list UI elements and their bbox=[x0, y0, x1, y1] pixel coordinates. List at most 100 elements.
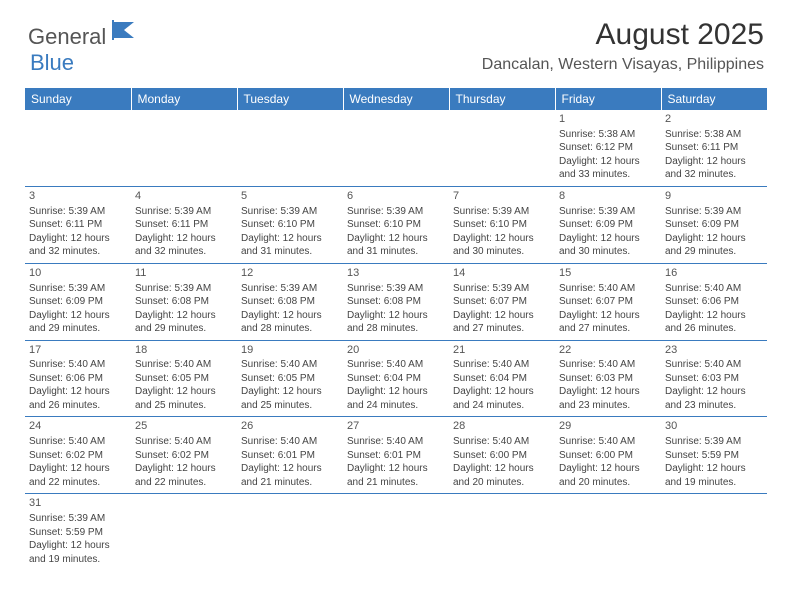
day-number: 21 bbox=[453, 343, 551, 358]
sunset-text: Sunset: 6:01 PM bbox=[347, 449, 445, 463]
sunrise-text: Sunrise: 5:40 AM bbox=[453, 435, 551, 449]
daylight-text: Daylight: 12 hours bbox=[453, 309, 551, 323]
flag-icon bbox=[112, 20, 140, 45]
daylight-text: and 30 minutes. bbox=[559, 245, 657, 259]
sunset-text: Sunset: 6:09 PM bbox=[29, 295, 127, 309]
calendar-cell: 26Sunrise: 5:40 AMSunset: 6:01 PMDayligh… bbox=[237, 417, 343, 494]
day-number: 9 bbox=[665, 189, 763, 204]
daylight-text: and 28 minutes. bbox=[241, 322, 339, 336]
day-number: 30 bbox=[665, 419, 763, 434]
day-number: 26 bbox=[241, 419, 339, 434]
sunset-text: Sunset: 5:59 PM bbox=[29, 526, 127, 540]
daylight-text: and 22 minutes. bbox=[29, 476, 127, 490]
title-block: August 2025 Dancalan, Western Visayas, P… bbox=[482, 18, 764, 74]
day-number: 14 bbox=[453, 266, 551, 281]
calendar-cell: 6Sunrise: 5:39 AMSunset: 6:10 PMDaylight… bbox=[343, 186, 449, 263]
calendar-cell-empty bbox=[237, 494, 343, 570]
sunrise-text: Sunrise: 5:40 AM bbox=[665, 358, 763, 372]
day-number: 23 bbox=[665, 343, 763, 358]
sunrise-text: Sunrise: 5:40 AM bbox=[241, 358, 339, 372]
sunrise-text: Sunrise: 5:39 AM bbox=[453, 205, 551, 219]
page-header: General August 2025 Dancalan, Western Vi… bbox=[0, 0, 792, 80]
sunset-text: Sunset: 6:03 PM bbox=[665, 372, 763, 386]
day-number: 7 bbox=[453, 189, 551, 204]
calendar-cell: 23Sunrise: 5:40 AMSunset: 6:03 PMDayligh… bbox=[661, 340, 767, 417]
weekday-header: Wednesday bbox=[343, 88, 449, 110]
calendar-cell: 14Sunrise: 5:39 AMSunset: 6:07 PMDayligh… bbox=[449, 263, 555, 340]
day-number: 5 bbox=[241, 189, 339, 204]
daylight-text: and 31 minutes. bbox=[241, 245, 339, 259]
calendar-row: 17Sunrise: 5:40 AMSunset: 6:06 PMDayligh… bbox=[25, 340, 767, 417]
day-number: 10 bbox=[29, 266, 127, 281]
daylight-text: Daylight: 12 hours bbox=[29, 309, 127, 323]
sunrise-text: Sunrise: 5:39 AM bbox=[241, 205, 339, 219]
sunset-text: Sunset: 6:11 PM bbox=[665, 141, 763, 155]
daylight-text: Daylight: 12 hours bbox=[453, 462, 551, 476]
calendar-cell-empty bbox=[449, 110, 555, 186]
sunset-text: Sunset: 6:02 PM bbox=[29, 449, 127, 463]
sunset-text: Sunset: 6:06 PM bbox=[665, 295, 763, 309]
daylight-text: Daylight: 12 hours bbox=[559, 309, 657, 323]
calendar-cell-empty bbox=[555, 494, 661, 570]
daylight-text: and 20 minutes. bbox=[453, 476, 551, 490]
daylight-text: and 21 minutes. bbox=[347, 476, 445, 490]
sunset-text: Sunset: 6:11 PM bbox=[29, 218, 127, 232]
daylight-text: Daylight: 12 hours bbox=[665, 462, 763, 476]
day-number: 3 bbox=[29, 189, 127, 204]
calendar-cell-empty bbox=[25, 110, 131, 186]
day-number: 11 bbox=[135, 266, 233, 281]
day-number: 22 bbox=[559, 343, 657, 358]
calendar-cell: 9Sunrise: 5:39 AMSunset: 6:09 PMDaylight… bbox=[661, 186, 767, 263]
day-number: 15 bbox=[559, 266, 657, 281]
day-number: 28 bbox=[453, 419, 551, 434]
sunrise-text: Sunrise: 5:39 AM bbox=[135, 205, 233, 219]
calendar-cell: 5Sunrise: 5:39 AMSunset: 6:10 PMDaylight… bbox=[237, 186, 343, 263]
calendar-cell: 20Sunrise: 5:40 AMSunset: 6:04 PMDayligh… bbox=[343, 340, 449, 417]
sunrise-text: Sunrise: 5:40 AM bbox=[665, 282, 763, 296]
sunset-text: Sunset: 6:06 PM bbox=[29, 372, 127, 386]
calendar-cell-empty bbox=[343, 110, 449, 186]
sunset-text: Sunset: 6:02 PM bbox=[135, 449, 233, 463]
daylight-text: and 21 minutes. bbox=[241, 476, 339, 490]
sunset-text: Sunset: 6:00 PM bbox=[559, 449, 657, 463]
calendar-cell-empty bbox=[343, 494, 449, 570]
day-number: 2 bbox=[665, 112, 763, 127]
daylight-text: and 31 minutes. bbox=[347, 245, 445, 259]
calendar-cell: 15Sunrise: 5:40 AMSunset: 6:07 PMDayligh… bbox=[555, 263, 661, 340]
calendar-row: 1Sunrise: 5:38 AMSunset: 6:12 PMDaylight… bbox=[25, 110, 767, 186]
sunset-text: Sunset: 6:10 PM bbox=[241, 218, 339, 232]
calendar-cell: 24Sunrise: 5:40 AMSunset: 6:02 PMDayligh… bbox=[25, 417, 131, 494]
sunset-text: Sunset: 6:12 PM bbox=[559, 141, 657, 155]
calendar-cell: 31Sunrise: 5:39 AMSunset: 5:59 PMDayligh… bbox=[25, 494, 131, 570]
location-subtitle: Dancalan, Western Visayas, Philippines bbox=[482, 56, 764, 74]
sunset-text: Sunset: 6:04 PM bbox=[347, 372, 445, 386]
weekday-header: Friday bbox=[555, 88, 661, 110]
calendar-cell: 12Sunrise: 5:39 AMSunset: 6:08 PMDayligh… bbox=[237, 263, 343, 340]
daylight-text: Daylight: 12 hours bbox=[29, 385, 127, 399]
calendar-cell: 3Sunrise: 5:39 AMSunset: 6:11 PMDaylight… bbox=[25, 186, 131, 263]
sunset-text: Sunset: 6:08 PM bbox=[241, 295, 339, 309]
daylight-text: Daylight: 12 hours bbox=[135, 309, 233, 323]
daylight-text: and 20 minutes. bbox=[559, 476, 657, 490]
day-number: 17 bbox=[29, 343, 127, 358]
sunset-text: Sunset: 6:07 PM bbox=[559, 295, 657, 309]
calendar-cell: 18Sunrise: 5:40 AMSunset: 6:05 PMDayligh… bbox=[131, 340, 237, 417]
weekday-header: Sunday bbox=[25, 88, 131, 110]
sunset-text: Sunset: 6:10 PM bbox=[347, 218, 445, 232]
daylight-text: Daylight: 12 hours bbox=[241, 309, 339, 323]
sunset-text: Sunset: 5:59 PM bbox=[665, 449, 763, 463]
calendar-cell: 13Sunrise: 5:39 AMSunset: 6:08 PMDayligh… bbox=[343, 263, 449, 340]
day-number: 29 bbox=[559, 419, 657, 434]
sunrise-text: Sunrise: 5:40 AM bbox=[29, 435, 127, 449]
daylight-text: and 25 minutes. bbox=[135, 399, 233, 413]
calendar-cell: 17Sunrise: 5:40 AMSunset: 6:06 PMDayligh… bbox=[25, 340, 131, 417]
daylight-text: Daylight: 12 hours bbox=[665, 385, 763, 399]
day-number: 1 bbox=[559, 112, 657, 127]
sunset-text: Sunset: 6:09 PM bbox=[559, 218, 657, 232]
calendar-row: 31Sunrise: 5:39 AMSunset: 5:59 PMDayligh… bbox=[25, 494, 767, 570]
sunrise-text: Sunrise: 5:40 AM bbox=[559, 435, 657, 449]
calendar-cell: 27Sunrise: 5:40 AMSunset: 6:01 PMDayligh… bbox=[343, 417, 449, 494]
daylight-text: and 33 minutes. bbox=[559, 168, 657, 182]
day-number: 18 bbox=[135, 343, 233, 358]
daylight-text: and 23 minutes. bbox=[665, 399, 763, 413]
